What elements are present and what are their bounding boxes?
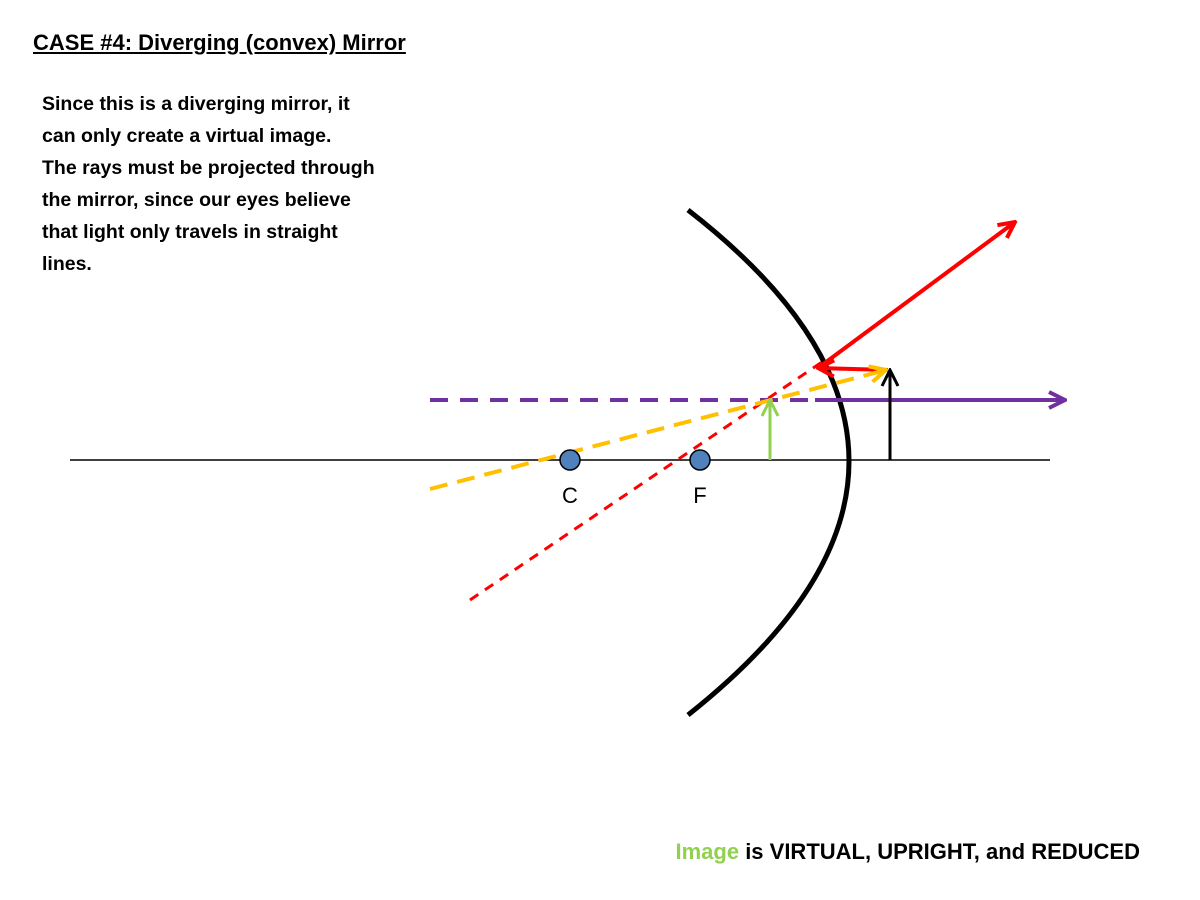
focus-label: F (693, 483, 706, 508)
description-line: can only create a virtual image. (42, 125, 332, 147)
description-line: lines. (42, 253, 92, 275)
center-point (559, 449, 581, 471)
conclusion: Image is VIRTUAL, UPRIGHT, and REDUCED (675, 839, 1140, 865)
red-incident-ray (818, 368, 889, 370)
description-line: The rays must be projected through (42, 157, 375, 179)
description-line: Since this is a diverging mirror, it (42, 93, 350, 115)
center-label: C (562, 483, 578, 508)
conclusion-text: is VIRTUAL, UPRIGHT, and REDUCED (745, 839, 1140, 864)
description: Since this is a diverging mirror, it can… (42, 88, 375, 280)
focus-point (689, 449, 711, 471)
red-reflected-ray (816, 222, 1015, 370)
title: CASE #4: Diverging (convex) Mirror (33, 30, 406, 55)
conclusion-highlight: Image (675, 839, 740, 864)
description-line: that light only travels in straight (42, 221, 338, 243)
red-ray-extension (469, 360, 823, 602)
yellow-ray (429, 370, 886, 491)
description-line: the mirror, since our eyes believe (42, 189, 351, 211)
mirror (686, 208, 852, 717)
